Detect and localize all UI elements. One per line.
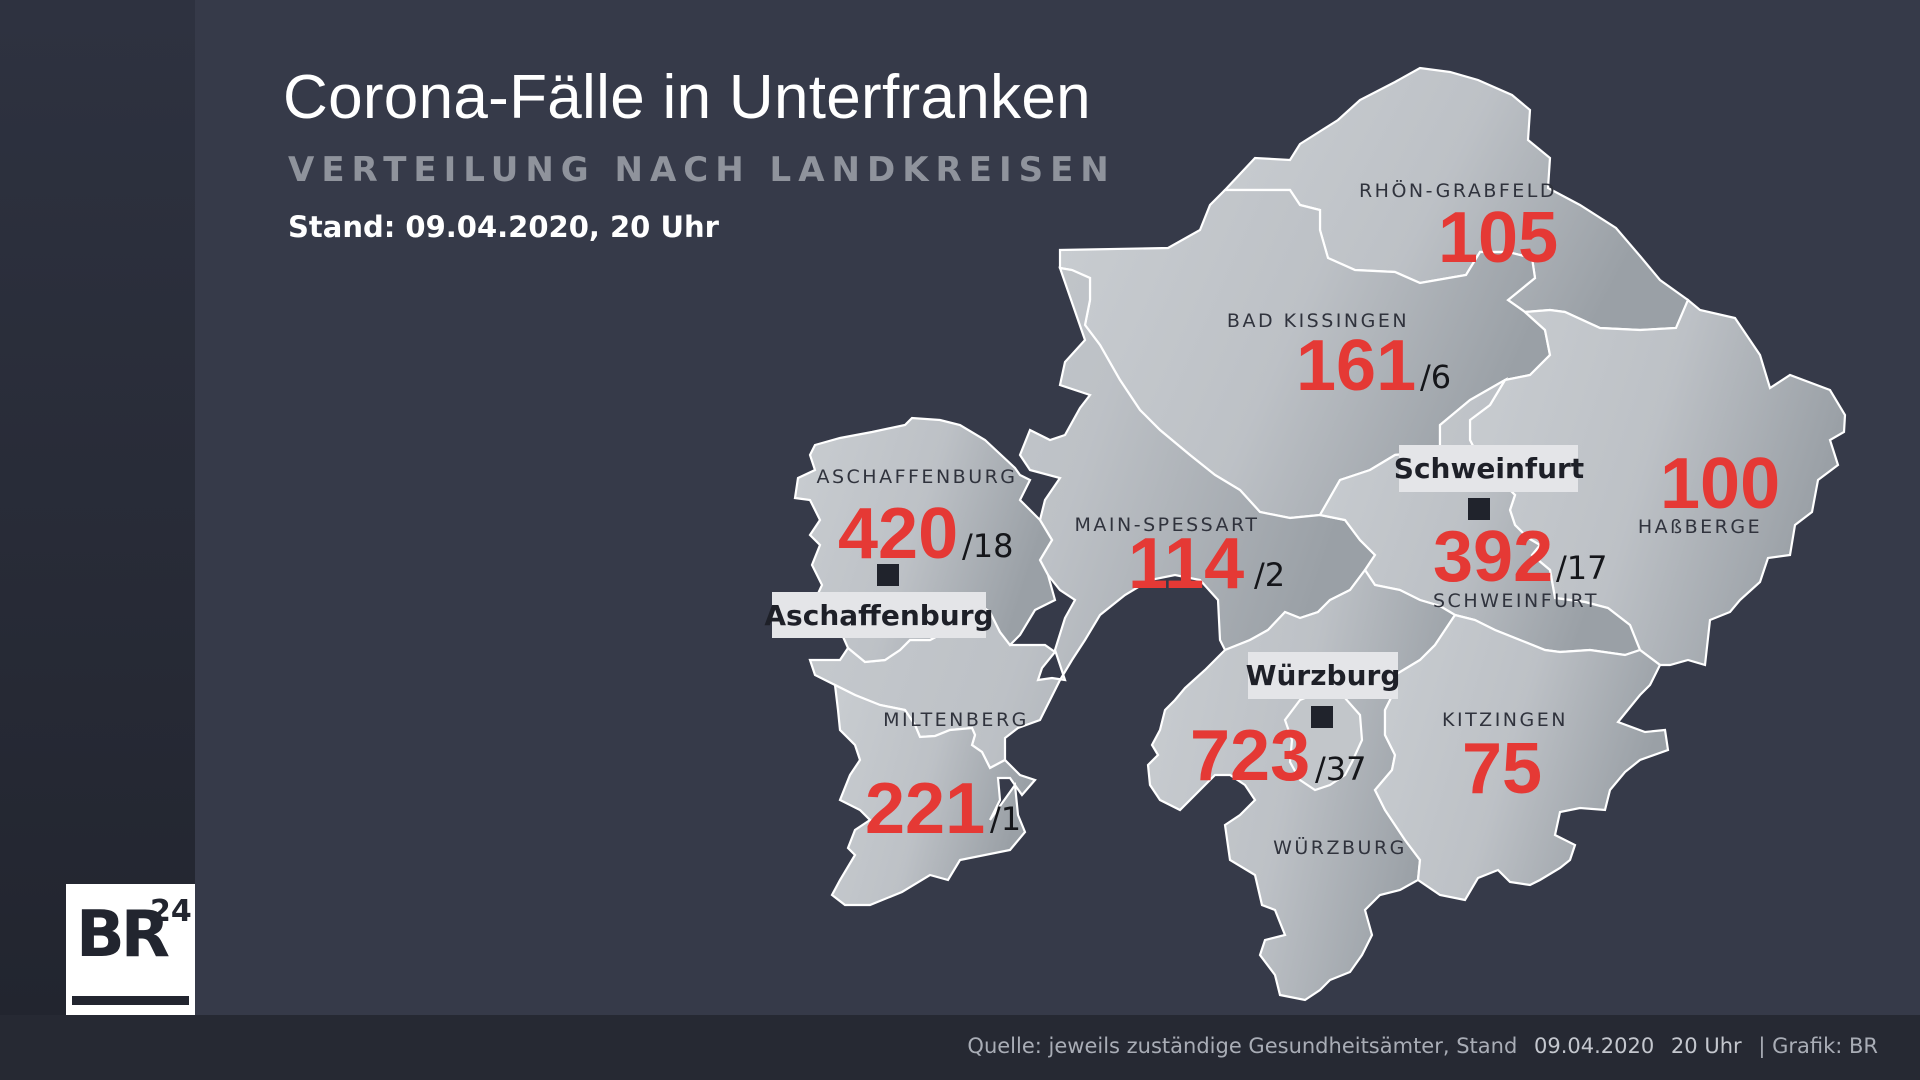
br24-logo: BR 24 — [66, 884, 195, 1015]
logo-bar — [72, 996, 189, 1005]
district-name-aschaffenburg: ASCHAFFENBURG — [816, 466, 1017, 488]
logo-br-text: BR — [76, 898, 170, 972]
logo-24-text: 24 — [150, 894, 192, 929]
footer-date: 09.04.2020 — [1533, 1034, 1655, 1058]
page-title: Corona-Fälle in Unterfranken — [283, 63, 1091, 132]
district-name-hassberge: HAßBERGE — [1638, 516, 1762, 538]
cases-schweinfurt: 392 — [1433, 517, 1553, 597]
region-kitzingen — [1373, 613, 1670, 902]
stand-date: Stand: 09.04.2020, 20 Uhr — [288, 210, 719, 244]
cases-main-spessart: 114 — [1128, 524, 1244, 604]
district-name-schweinfurt: SCHWEINFURT — [1433, 590, 1599, 612]
cases-rhoen-grabfeld: 105 — [1438, 198, 1558, 278]
district-name-bad-kissingen: BAD KISSINGEN — [1227, 310, 1409, 332]
district-name-wuerzburg: WÜRZBURG — [1273, 836, 1407, 859]
cases-miltenberg: 221 — [865, 769, 985, 849]
deaths-aschaffenburg: /18 — [962, 527, 1014, 565]
footer-bar — [0, 1015, 1920, 1080]
district-name-main-spessart: MAIN-SPESSART — [1075, 514, 1260, 536]
deaths-schweinfurt: /17 — [1556, 549, 1608, 587]
region-miltenberg — [830, 683, 1037, 907]
cases-aschaffenburg: 420 — [838, 494, 958, 574]
city-label-box-wuerzburg — [1248, 652, 1398, 699]
city-marker-schweinfurt — [1468, 498, 1490, 520]
cases-wuerzburg: 723 — [1190, 716, 1310, 796]
footer-credit: | Grafik: BR — [1758, 1034, 1878, 1058]
city-marker-aschaffenburg — [877, 564, 899, 586]
district-name-miltenberg: MILTENBERG — [883, 709, 1029, 731]
page-subtitle: VERTEILUNG NACH LANDKREISEN — [288, 150, 1116, 190]
left-sidebar-band — [0, 0, 195, 1015]
deaths-wuerzburg: /37 — [1315, 750, 1367, 788]
cases-bad-kissingen: 161 — [1296, 326, 1416, 406]
district-name-kitzingen: KITZINGEN — [1442, 709, 1568, 731]
city-label-wuerzburg: Würzburg — [1246, 659, 1401, 692]
city-label-box-schweinfurt — [1399, 445, 1578, 492]
city-label-aschaffenburg: Aschaffenburg — [764, 599, 993, 632]
deaths-main-spessart: /2 — [1254, 556, 1285, 594]
city-label-box-aschaffenburg — [772, 592, 986, 638]
district-name-rhoen-grabfeld: RHÖN-GRABFELD — [1359, 179, 1557, 202]
region-wuerzburg-city — [1283, 688, 1364, 792]
footer-source-text: Quelle: jeweils zuständige Gesundheitsäm… — [967, 1034, 1518, 1058]
deaths-bad-kissingen: /6 — [1420, 358, 1451, 396]
footer-time: 20 Uhr — [1670, 1034, 1742, 1058]
city-marker-wuerzburg — [1311, 706, 1333, 728]
city-label-schweinfurt: Schweinfurt — [1394, 452, 1584, 485]
cases-kitzingen: 75 — [1462, 729, 1542, 809]
deaths-miltenberg: /1 — [990, 800, 1021, 838]
cases-hassberge: 100 — [1660, 444, 1780, 524]
footer-source: Quelle: jeweils zuständige Gesundheitsäm… — [957, 1034, 1878, 1058]
